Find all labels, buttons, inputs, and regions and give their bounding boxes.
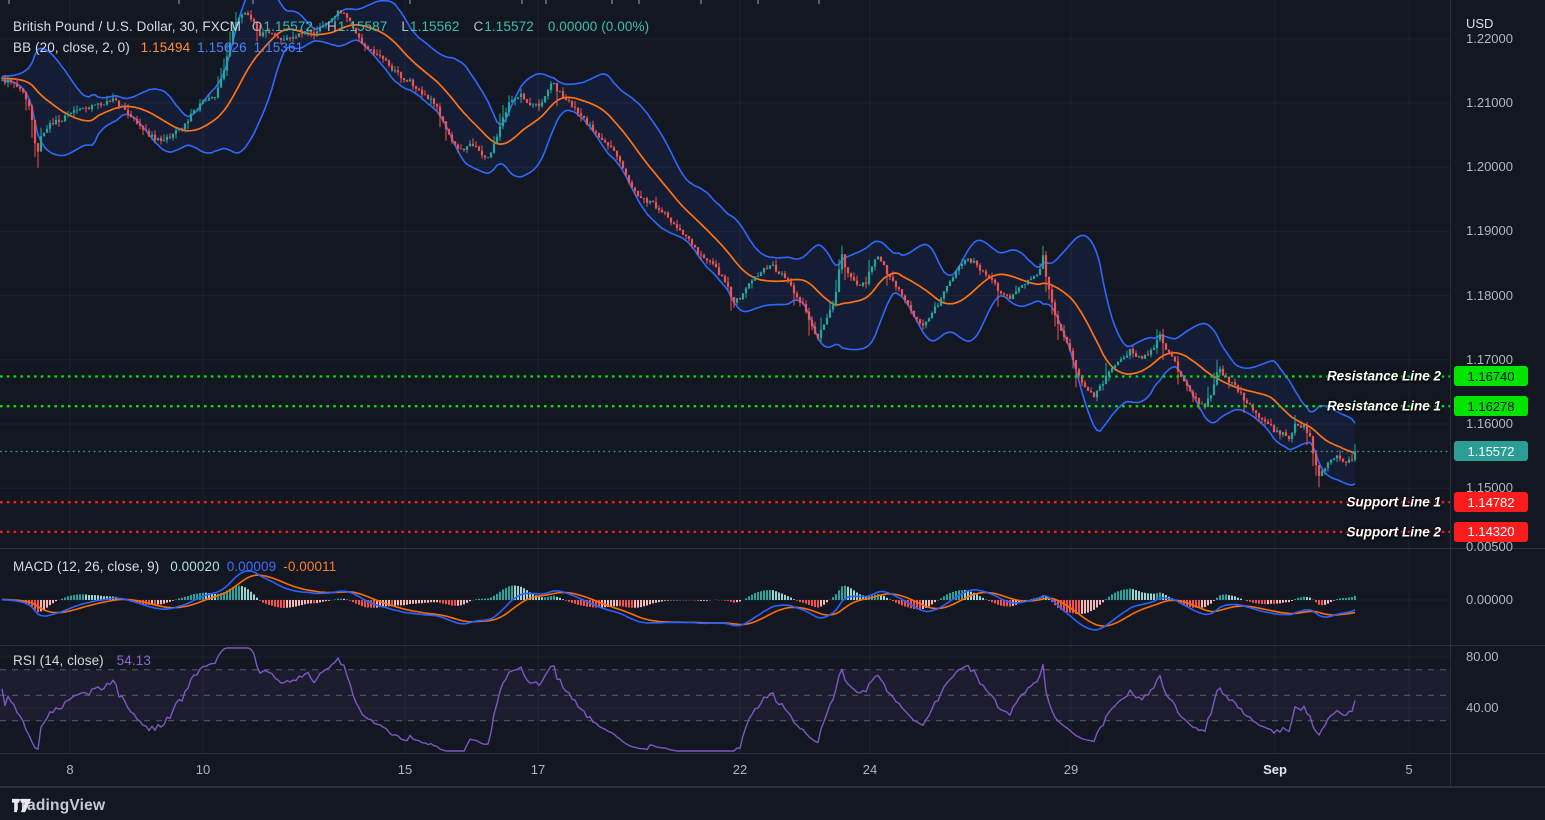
level-badge-1.16740[interactable]: 1.16740 — [1454, 366, 1528, 387]
price-tick-1.19000: 1.19000 — [1466, 223, 1513, 239]
time-tick-22: 22 — [732, 762, 748, 777]
level-label-resistance-line-1[interactable]: Resistance Line 1 — [1326, 398, 1441, 414]
macd-value-1: 0.00009 — [226, 559, 277, 574]
text-fragment — [178, 0, 180, 4]
rsi-pane — [1, 647, 1356, 752]
level-badge-1.14320[interactable]: 1.14320 — [1454, 521, 1528, 542]
bollinger-bands — [1, 0, 1356, 486]
macd-value-2: -0.00011 — [283, 559, 337, 574]
rsi-tick-80.00: 80.00 — [1466, 649, 1499, 664]
text-fragment — [611, 0, 613, 4]
price-tick-1.18000: 1.18000 — [1466, 287, 1513, 303]
bb-value-1: 1.15626 — [197, 40, 247, 55]
candles-layer — [0, 10, 1357, 488]
ohlc-c: C1.15572 — [473, 19, 534, 34]
ohlc-l: L1.15562 — [401, 19, 460, 34]
bb-value-2: 1.15361 — [253, 40, 304, 55]
rsi-tick-40.00: 40.00 — [1466, 700, 1499, 715]
ohlc-h: H1.15587 — [327, 19, 388, 34]
macd-title[interactable]: MACD (12, 26, close, 9) — [13, 559, 160, 574]
text-fragment — [521, 0, 523, 4]
panel-separators — [0, 548, 1545, 787]
tradingview-icon — [12, 798, 31, 813]
macd-tick-0.00500: 0.00500 — [1466, 539, 1513, 554]
macd-pane — [1, 569, 1356, 631]
time-axis[interactable]: 8 10 15 17 22 24 29 Sep 5 — [0, 753, 1545, 788]
bb-value-0: 1.15494 — [140, 40, 191, 55]
level-badge-1.16278[interactable]: 1.16278 — [1454, 396, 1528, 417]
price-tick-1.15000: 1.15000 — [1466, 480, 1513, 496]
time-tick-17: 17 — [530, 762, 546, 777]
rsi-legend[interactable]: RSI (14, close) 54.13 — [13, 653, 158, 668]
text-fragment — [700, 0, 702, 4]
text-fragment — [8, 0, 10, 4]
text-fragment — [252, 0, 254, 4]
symbol-title[interactable]: British Pound / U.S. Dollar, 30, FXCM — [13, 19, 242, 34]
axis-currency-label: USD — [1466, 16, 1494, 31]
bb-legend[interactable]: BB (20, close, 2, 0) 1.15494 1.15626 1.153… — [13, 40, 310, 55]
bb-title[interactable]: BB (20, close, 2, 0) — [13, 40, 130, 55]
text-fragment — [638, 0, 640, 4]
text-fragment — [818, 0, 820, 4]
rsi-band — [0, 669, 1450, 722]
rsi-title[interactable]: RSI (14, close) — [13, 653, 104, 668]
price-tick-1.17000: 1.17000 — [1466, 351, 1513, 367]
rsi-value: 54.13 — [116, 653, 151, 668]
symbol-legend[interactable]: British Pound / U.S. Dollar, 30, FXCM O1… — [13, 19, 656, 34]
grid-lines — [0, 0, 1450, 753]
time-tick-Sep: Sep — [1263, 762, 1287, 777]
time-tick-15: 15 — [397, 762, 413, 777]
text-fragment — [545, 0, 547, 4]
price-tick-1.20000: 1.20000 — [1466, 159, 1513, 175]
level-badge-1.14782[interactable]: 1.14782 — [1454, 492, 1528, 513]
macd-legend[interactable]: MACD (12, 26, close, 9) 0.00020 0.00009 -0… — [13, 559, 343, 574]
text-fragment — [757, 0, 759, 4]
level-label-support-line-2[interactable]: Support Line 2 — [1346, 524, 1442, 540]
tradingview-logo[interactable]: TradingView — [12, 797, 105, 815]
current-price-badge[interactable]: 1.15572 — [1454, 441, 1528, 462]
ohlc-o: O1.15572 — [251, 19, 314, 34]
price-tick-1.21000: 1.21000 — [1466, 95, 1513, 110]
level-label-resistance-line-2[interactable]: Resistance Line 2 — [1326, 368, 1441, 384]
text-fragment — [409, 0, 411, 4]
change-value: 0.00000 (0.00%) — [547, 19, 650, 34]
time-tick-10: 10 — [195, 762, 211, 777]
time-tick-24: 24 — [862, 762, 878, 777]
level-label-support-line-1[interactable]: Support Line 1 — [1346, 494, 1442, 510]
price-tick-1.16000: 1.16000 — [1466, 416, 1513, 431]
time-tick-29: 29 — [1063, 762, 1079, 777]
macd-value-0: 0.00020 — [170, 559, 220, 574]
price-tick-1.22000: 1.22000 — [1466, 30, 1513, 46]
macd-tick-0.00000: 0.00000 — [1466, 592, 1513, 607]
time-tick-8: 8 — [66, 762, 74, 777]
tradingview-brand-text: TradingView — [12, 797, 106, 814]
price-axis[interactable]: USD 1.22000 1.21000 1.20000 1.19000 1.18000 1… — [1450, 0, 1545, 786]
time-tick-5: 5 — [1405, 762, 1413, 777]
